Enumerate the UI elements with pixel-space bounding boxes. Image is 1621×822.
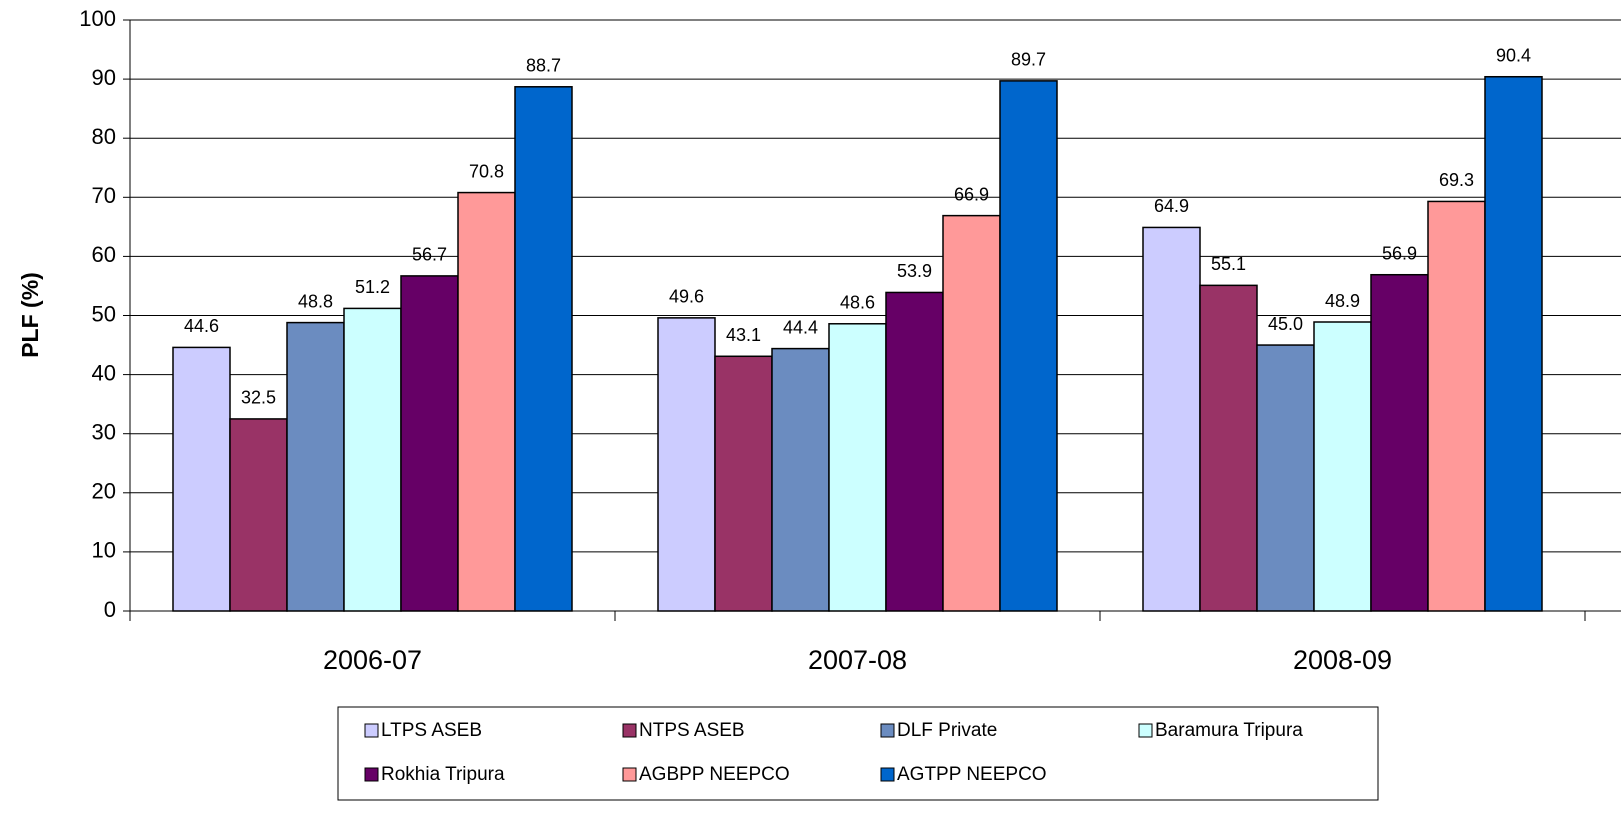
value-label: 53.9 (897, 261, 932, 281)
value-label: 56.9 (1382, 243, 1417, 263)
value-label: 88.7 (526, 56, 561, 76)
bar (771, 347, 830, 612)
bar (1142, 226, 1201, 612)
value-label: 44.4 (783, 317, 818, 337)
value-label: 55.1 (1211, 254, 1246, 274)
value-label: 90.4 (1496, 45, 1531, 65)
bar (514, 86, 573, 612)
value-label: 49.6 (669, 287, 704, 307)
value-label: 48.9 (1325, 291, 1360, 311)
bar (657, 317, 716, 612)
legend-swatch (364, 767, 379, 782)
y-tick-label: 20 (92, 479, 116, 504)
legend-label: LTPS ASEB (381, 720, 482, 741)
legend-label: DLF Private (897, 720, 997, 741)
bar (999, 80, 1058, 612)
bar (1313, 321, 1372, 612)
legend-box (337, 706, 1379, 801)
legend-label: AGBPP NEEPCO (639, 764, 790, 785)
bar (343, 307, 402, 612)
bar (1370, 273, 1429, 612)
y-tick-label: 10 (92, 538, 116, 563)
value-label: 66.9 (954, 184, 989, 204)
bar (942, 214, 1001, 612)
bar (1484, 75, 1543, 612)
bar (1256, 344, 1315, 612)
value-label: 45.0 (1268, 314, 1303, 334)
value-label: 43.1 (726, 325, 761, 345)
bar (714, 355, 773, 612)
y-tick-label: 90 (92, 65, 116, 90)
bar (172, 346, 231, 612)
bar (457, 191, 516, 612)
y-tick-label: 0 (104, 597, 116, 622)
value-label: 70.8 (469, 161, 504, 181)
bar (1427, 200, 1486, 612)
value-label: 51.2 (355, 277, 390, 297)
value-label: 89.7 (1011, 50, 1046, 70)
value-label: 32.5 (241, 388, 276, 408)
legend-swatch (1138, 723, 1153, 738)
legend-label: NTPS ASEB (639, 720, 745, 741)
x-tick-label: 2008-09 (1293, 645, 1392, 675)
legend-label: Baramura Tripura (1155, 720, 1303, 741)
bar (400, 275, 459, 612)
y-tick-label: 40 (92, 360, 116, 385)
legend-label: Rokhia Tripura (381, 764, 505, 785)
value-label: 56.7 (412, 245, 447, 265)
y-tick-label: 80 (92, 124, 116, 149)
y-tick-label: 30 (92, 420, 116, 445)
y-axis-label: PLF (%) (17, 272, 43, 358)
legend-swatch (880, 723, 895, 738)
bar (286, 321, 345, 612)
x-tick-label: 2006-07 (323, 645, 422, 675)
legend-swatch (880, 767, 895, 782)
legend-label: AGTPP NEEPCO (897, 764, 1047, 785)
y-tick-label: 60 (92, 242, 116, 267)
y-tick-label: 70 (92, 183, 116, 208)
legend-swatch (364, 723, 379, 738)
value-label: 48.8 (298, 291, 333, 311)
legend-swatch (622, 767, 637, 782)
bar (1199, 284, 1258, 612)
legend-swatch (622, 723, 637, 738)
value-label: 64.9 (1154, 196, 1189, 216)
x-tick-label: 2007-08 (808, 645, 907, 675)
bar (885, 291, 944, 612)
value-label: 69.3 (1439, 170, 1474, 190)
y-tick-label: 50 (92, 301, 116, 326)
bar (828, 323, 887, 612)
y-tick-label: 100 (79, 6, 116, 31)
value-label: 44.6 (184, 316, 219, 336)
bar (229, 418, 288, 612)
value-label: 48.6 (840, 293, 875, 313)
